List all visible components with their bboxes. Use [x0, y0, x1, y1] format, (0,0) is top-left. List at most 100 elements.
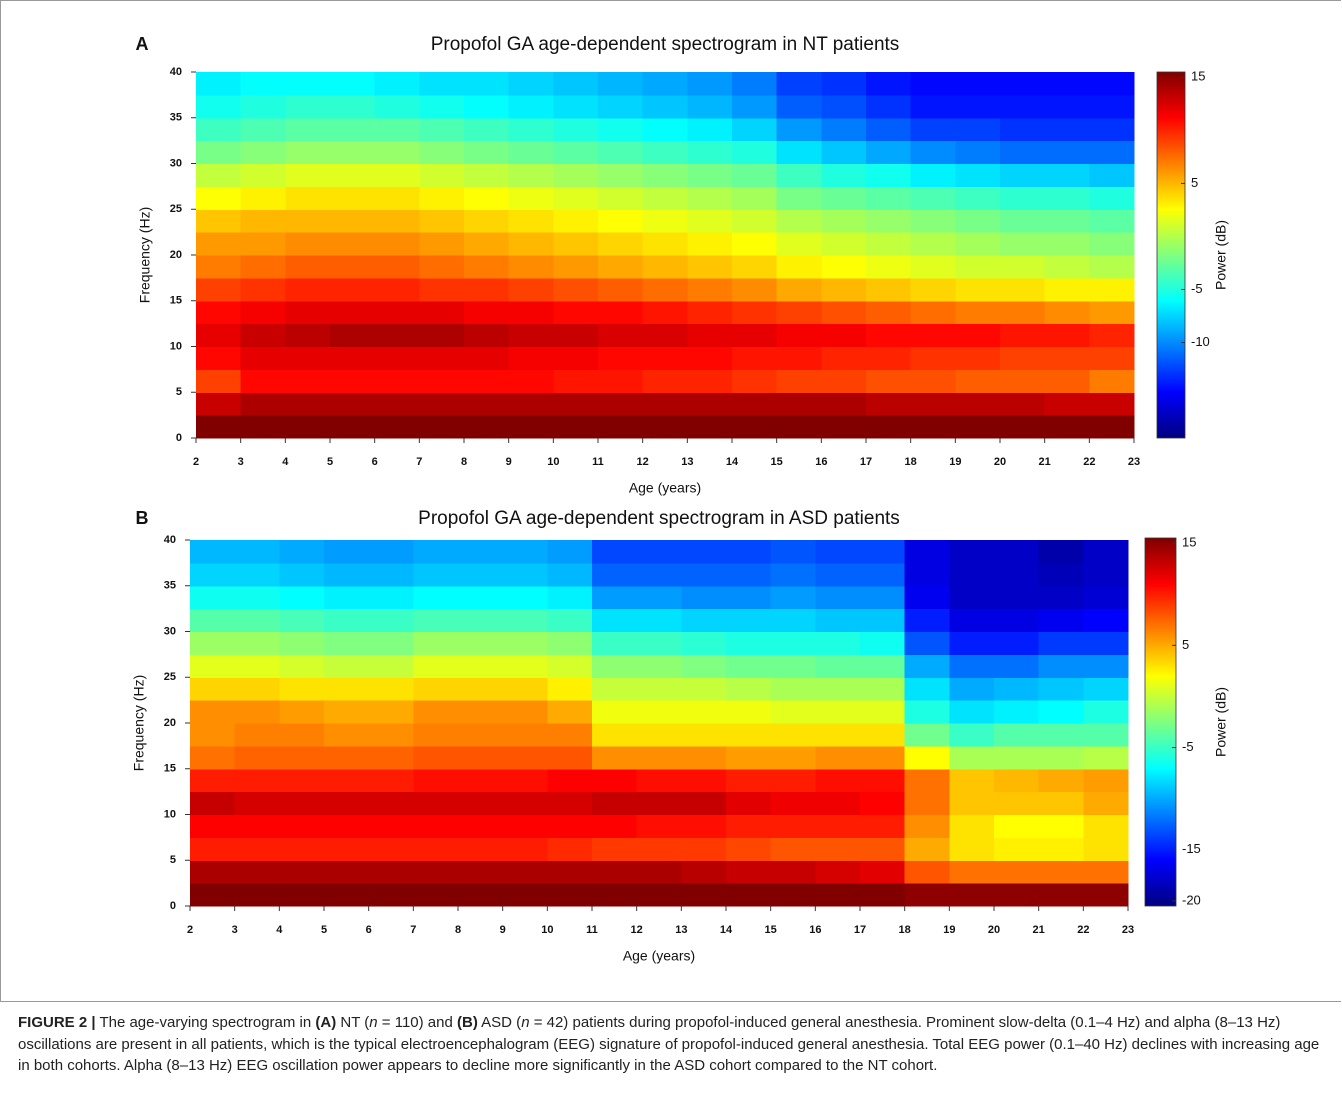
heat-cell	[508, 255, 554, 279]
heat-cell	[815, 562, 861, 587]
heat-cell	[190, 883, 236, 907]
heat-cell	[955, 117, 1001, 142]
heat-cell	[1083, 814, 1129, 838]
heat-cell	[1089, 323, 1135, 348]
heat-cell	[1083, 677, 1129, 701]
colorbar	[1156, 71, 1186, 439]
heat-cell	[994, 860, 1040, 884]
heat-cell	[642, 117, 688, 142]
heat-cell	[553, 255, 599, 279]
heat-cell	[776, 277, 822, 302]
heat-cell	[955, 163, 1001, 187]
heat-cell	[815, 883, 861, 907]
x-tick-label: 23	[1122, 924, 1134, 936]
heat-cell	[1044, 415, 1090, 439]
heat-cell	[592, 768, 638, 793]
heat-cell	[687, 415, 733, 439]
colorbar-label: Power (dB)	[1213, 220, 1229, 290]
heat-cell	[368, 677, 414, 701]
y-tick-label: 5	[176, 386, 182, 398]
heat-cell	[910, 255, 956, 279]
heat-cell	[994, 723, 1040, 747]
heat-cell	[330, 94, 376, 119]
heat-cell	[419, 415, 465, 439]
heat-cell	[553, 94, 599, 119]
heat-cell	[821, 209, 867, 233]
heat-cell	[196, 369, 242, 393]
heat-cell	[636, 814, 682, 838]
heat-cell	[866, 277, 912, 302]
heat-cell	[994, 791, 1040, 816]
heat-cell	[1089, 94, 1135, 119]
heat-cell	[234, 860, 280, 884]
heat-cell	[949, 837, 995, 861]
heat-cell	[949, 860, 995, 884]
heat-cell	[279, 791, 325, 816]
heat-cell	[866, 300, 912, 325]
heat-cell	[368, 814, 414, 838]
heat-cell	[1044, 163, 1090, 187]
heat-cell	[860, 837, 906, 861]
heat-cell	[1083, 723, 1129, 747]
heat-cell	[732, 232, 778, 256]
heat-cell	[1083, 791, 1129, 816]
heat-cell	[1083, 768, 1129, 793]
heat-cell	[776, 186, 822, 210]
heat-cell	[821, 255, 867, 279]
caption-text: (B)	[457, 1014, 478, 1031]
heat-cell	[413, 540, 459, 564]
heat-cell	[547, 677, 593, 701]
heat-cell	[508, 300, 554, 325]
heat-cell	[910, 323, 956, 348]
y-tick-label: 25	[170, 203, 182, 215]
heat-cell	[776, 255, 822, 279]
colorbar-tick-label: -15	[1182, 841, 1201, 856]
heat-cell	[553, 186, 599, 210]
heat-cell	[413, 745, 459, 770]
x-tick-label: 10	[541, 924, 553, 936]
heat-cell	[598, 117, 644, 142]
heat-cell	[1000, 369, 1046, 393]
x-tick-label: 17	[854, 924, 866, 936]
heat-cell	[910, 277, 956, 302]
heat-cell	[598, 392, 644, 416]
heat-cell	[949, 608, 995, 633]
heat-cell	[1044, 209, 1090, 233]
heat-cell	[732, 186, 778, 210]
heat-cell	[770, 585, 816, 610]
heat-cell	[732, 140, 778, 165]
heat-cell	[279, 768, 325, 793]
heat-cell	[285, 323, 331, 348]
heat-cell	[949, 631, 995, 655]
heat-cell	[374, 186, 420, 210]
heat-cell	[726, 814, 772, 838]
heat-cell	[547, 837, 593, 861]
heat-cell	[866, 94, 912, 119]
heat-cell	[1000, 277, 1046, 302]
heat-cell	[324, 723, 370, 747]
heat-cell	[770, 814, 816, 838]
heat-cell	[1083, 585, 1129, 610]
heat-cell	[687, 72, 733, 96]
heat-cell	[419, 163, 465, 187]
heat-cell	[330, 346, 376, 370]
heat-cell	[815, 631, 861, 655]
panel-label: B	[136, 508, 149, 528]
heat-cell	[910, 163, 956, 187]
heat-cell	[374, 369, 420, 393]
heat-cell	[904, 562, 950, 587]
heat-cell	[285, 186, 331, 210]
heat-cell	[419, 277, 465, 302]
heat-cell	[636, 585, 682, 610]
heat-cell	[994, 631, 1040, 655]
heat-cell	[726, 837, 772, 861]
heat-cell	[234, 700, 280, 724]
x-tick-label: 10	[547, 456, 559, 468]
x-tick-label: 23	[1128, 456, 1140, 468]
heat-cell	[732, 346, 778, 370]
heat-cell	[508, 209, 554, 233]
heat-cell	[330, 300, 376, 325]
heat-cell	[636, 723, 682, 747]
heat-cell	[642, 392, 688, 416]
